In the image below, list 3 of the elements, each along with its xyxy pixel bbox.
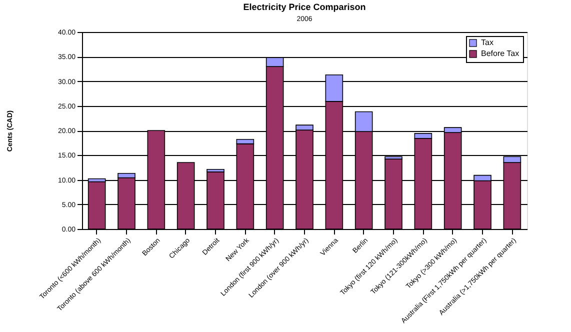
chart-title: Electricity Price Comparison (243, 2, 366, 12)
legend-label: Before Tax (481, 49, 520, 58)
legend-label: Tax (481, 38, 494, 47)
